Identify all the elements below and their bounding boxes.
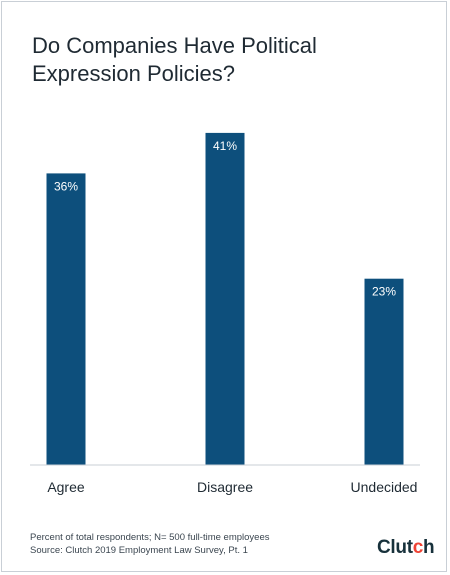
x-tick-label-undecided: Undecided: [351, 479, 418, 495]
bar-undecided: [364, 278, 404, 465]
clutch-logo: Clutch: [377, 537, 435, 559]
bar-disagree: [205, 132, 245, 465]
bar-value-label-undecided: 23%: [372, 285, 396, 299]
x-tick-label-agree: Agree: [47, 479, 85, 495]
bar-value-label-agree: 36%: [54, 179, 78, 193]
logo-text: Clutch: [377, 537, 435, 558]
x-tick-label-disagree: Disagree: [197, 479, 253, 495]
logo-accent: c: [412, 537, 424, 558]
bar-value-label-disagree: 41%: [213, 139, 237, 153]
footnote-source: Source: Clutch 2019 Employment Law Surve…: [30, 545, 248, 556]
bar-agree: [46, 173, 86, 465]
footnote-respondents: Percent of total respondents; N= 500 ful…: [30, 532, 270, 543]
chart-title: Do Companies Have Political Expression P…: [32, 33, 317, 86]
footnote: Percent of total respondents; N= 500 ful…: [30, 531, 269, 557]
